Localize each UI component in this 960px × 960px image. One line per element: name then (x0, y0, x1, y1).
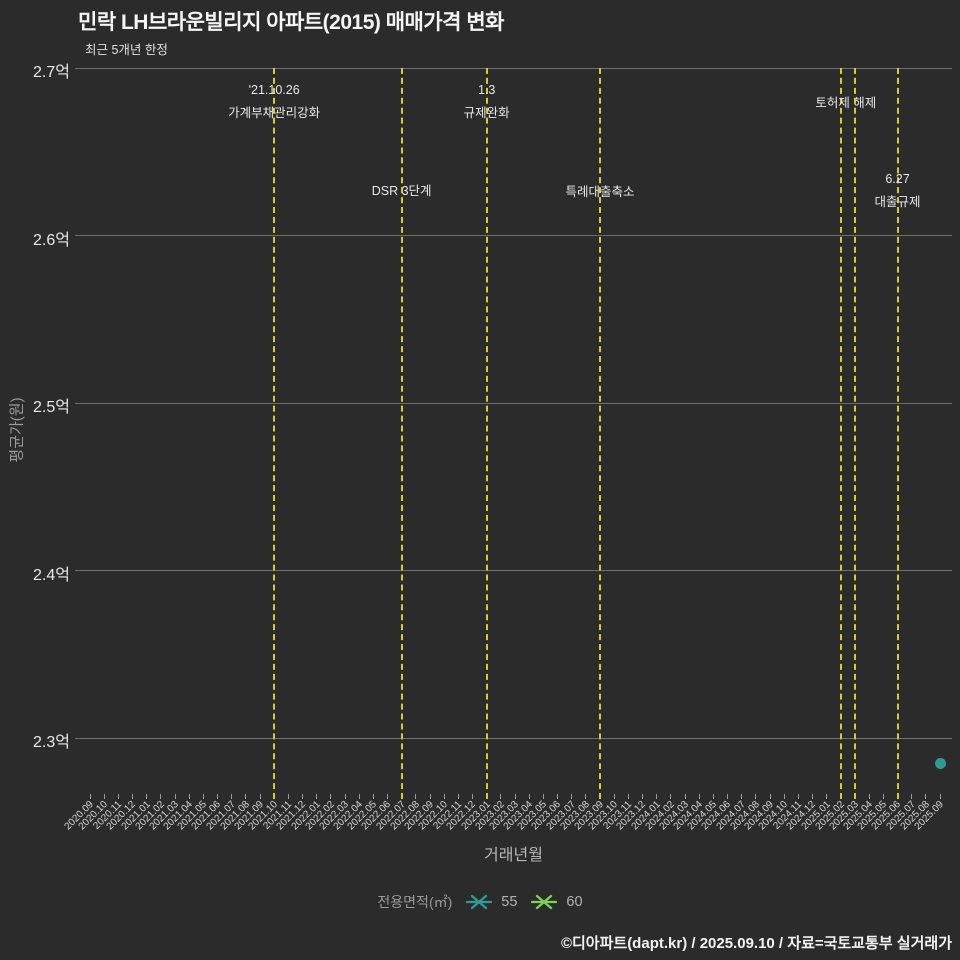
x-tick (727, 794, 728, 799)
legend-item-60[interactable]: 60 (531, 894, 583, 910)
event-line (599, 68, 601, 799)
event-line (273, 68, 276, 799)
legend-title: 전용면적(㎡) (377, 894, 453, 910)
x-tick (542, 794, 544, 799)
x-tick (302, 794, 303, 799)
event-label: 토허제 해제 (815, 96, 877, 110)
y-tick-label: 2.5억 (33, 399, 70, 416)
x-tick (89, 794, 91, 799)
legend: 전용면적(㎡) 55 60 (0, 892, 960, 912)
page-title: 민락 LH브라운빌리지 아파트(2015) 매매가격 변화 (78, 11, 504, 34)
gridline (75, 402, 952, 404)
legend-item-55[interactable]: 55 (466, 894, 517, 910)
x-tick (627, 794, 629, 799)
x-tick (132, 794, 133, 799)
data-point-55[interactable] (934, 757, 946, 769)
x-tick (642, 794, 643, 799)
x-tick (585, 794, 587, 799)
y-tick-label: 2.4억 (33, 566, 70, 584)
y-tick-label: 2.6억 (33, 231, 70, 249)
x-tick (797, 794, 799, 799)
x-tick (684, 794, 686, 799)
x-tick (656, 794, 658, 799)
x-tick (174, 794, 176, 799)
chart-subtitle: 최근 5개년 한정 (85, 43, 168, 57)
event-line (400, 68, 403, 799)
x-tick (925, 794, 927, 799)
x-tick (188, 794, 190, 799)
y-tick-label: 2.7억 (33, 64, 70, 81)
gridline (75, 67, 952, 69)
legend-label-60: 60 (566, 894, 583, 910)
event-label: 대출규제 (874, 195, 921, 209)
x-tick (103, 794, 105, 799)
x-tick (769, 794, 771, 799)
x-tick (826, 794, 828, 799)
x-tick (344, 794, 346, 799)
event-label: 6.27 (885, 172, 910, 186)
x-tick (868, 794, 870, 799)
x-tick (557, 794, 558, 799)
event-line (485, 68, 488, 799)
x-tick (514, 794, 516, 799)
event-label: 1.3 (477, 83, 496, 97)
x-tick (387, 794, 388, 799)
event-line (854, 68, 856, 799)
x-tick (911, 794, 913, 799)
x-tick (202, 794, 204, 799)
x-tick (372, 794, 374, 799)
x-tick (670, 794, 672, 799)
x-axis-title: 거래년월 (484, 847, 543, 864)
x-tick (571, 794, 573, 799)
x-tick (457, 794, 459, 799)
event-line (896, 68, 899, 799)
event-label: 규제완화 (463, 106, 510, 120)
y-tick-label: 2.3억 (33, 734, 70, 751)
x-tick (712, 794, 714, 799)
event-label: DSR 3단계 (371, 184, 432, 198)
x-tick (741, 794, 743, 799)
x-tick (231, 794, 233, 799)
x-tick (217, 794, 218, 799)
x-tick (812, 794, 813, 799)
attribution: ©디아파트(dapt.kr) / 2025.09.10 / 자료=국토교통부 실… (560, 935, 952, 952)
x-tick (500, 794, 502, 799)
x-tick (415, 794, 417, 799)
x-tick (245, 794, 247, 799)
x-tick (443, 794, 445, 799)
x-tick (358, 794, 360, 799)
x-tick (117, 794, 119, 799)
x-tick (472, 794, 473, 799)
event-label: 가계부채관리강화 (228, 106, 321, 120)
gridline (75, 235, 952, 236)
x-tick (698, 794, 700, 799)
legend-label-55: 55 (501, 894, 518, 910)
x-tick (316, 794, 318, 799)
asterisk-marker-55-icon (466, 894, 493, 910)
x-tick (429, 794, 431, 799)
x-tick (783, 794, 785, 799)
x-tick (528, 794, 530, 799)
x-tick (160, 794, 162, 799)
x-tick (330, 794, 332, 799)
gridline (75, 570, 952, 571)
x-tick (882, 794, 884, 799)
asterisk-marker-60-icon (531, 894, 558, 910)
event-line (839, 68, 842, 799)
x-tick (755, 794, 757, 799)
x-tick (939, 794, 941, 799)
x-tick (146, 794, 148, 799)
event-label: 특례대출축소 (565, 185, 635, 199)
gridline (75, 737, 952, 739)
x-tick (287, 794, 289, 799)
x-tick (613, 794, 615, 799)
event-label: '21.10.26 (248, 83, 300, 97)
x-tick (259, 794, 261, 799)
